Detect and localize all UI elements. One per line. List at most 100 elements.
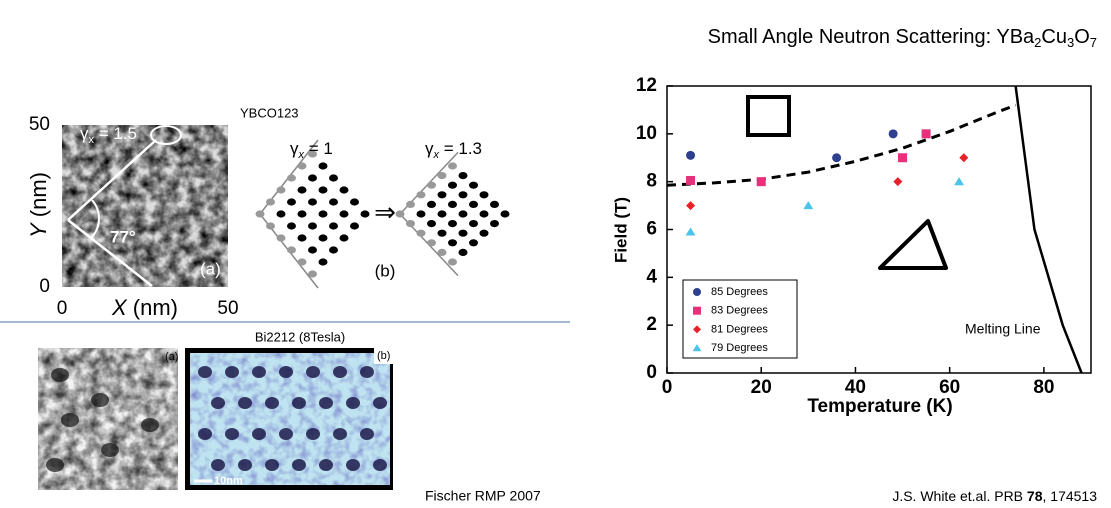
gamma: γ	[425, 139, 434, 158]
stm-gamma: γx = 1.5	[80, 124, 137, 145]
x-tick-label: 60	[939, 377, 960, 398]
vortex	[292, 397, 306, 409]
lattice-dot	[339, 186, 349, 194]
lattice-dot	[437, 210, 447, 218]
lattice-dot	[276, 210, 286, 218]
lattice-dot	[427, 239, 436, 247]
lattice-dot	[308, 198, 317, 206]
y-axis-title: Field (T)	[611, 197, 630, 263]
lattice-dot	[469, 200, 478, 208]
lattice-dot	[437, 229, 447, 237]
gamma-sub: x	[89, 134, 95, 146]
y-tick-label: 6	[646, 219, 657, 240]
credit-part: 78	[1027, 488, 1043, 504]
legend-marker	[692, 344, 702, 352]
point	[893, 177, 903, 187]
vortex	[360, 428, 374, 440]
lattice-dot	[416, 229, 426, 237]
lattice-dot	[266, 198, 275, 206]
legend-marker	[693, 325, 701, 334]
legend-label: 79 Degrees	[711, 342, 768, 354]
vortex	[306, 366, 320, 378]
lattice-dot	[448, 239, 457, 247]
lattice-label: γx = 1	[290, 139, 333, 160]
gamma-value: = 1.3	[439, 139, 482, 158]
vortex	[306, 428, 320, 440]
lattice-dot	[350, 222, 359, 230]
lattice-dot	[297, 210, 307, 218]
left-credit: Fischer RMP 2007	[425, 488, 541, 504]
point	[959, 153, 969, 163]
title-part: Small Angle Neutron Scattering: YBa	[708, 26, 1035, 48]
point	[686, 201, 696, 211]
vortex	[225, 428, 239, 440]
legend-label: 81 Degrees	[711, 323, 768, 335]
credit: J.S. White et.al. PRB 78, 174513	[892, 488, 1097, 504]
vortex	[238, 397, 252, 409]
vortex	[51, 368, 69, 382]
title-sub: 3	[1067, 35, 1074, 50]
vortex	[252, 366, 266, 378]
curve-label: Melting Line	[965, 321, 1041, 337]
x-tick-label: 0	[57, 298, 68, 319]
vortex	[279, 366, 293, 378]
lattice-dot	[448, 220, 457, 228]
axis-unit: (nm)	[127, 295, 178, 320]
gamma: γ	[80, 124, 89, 143]
x-tick-label: 20	[751, 377, 772, 398]
vortex	[265, 397, 279, 409]
vortex	[346, 459, 360, 471]
vortex	[101, 443, 119, 457]
gamma-sub: x	[433, 149, 440, 161]
lattice-dot	[329, 174, 338, 182]
lattice-dot	[297, 258, 307, 266]
lattice-dot	[490, 200, 499, 208]
lattice-dot	[427, 220, 436, 228]
legend-marker	[693, 288, 701, 296]
vortex	[91, 393, 109, 407]
vortex	[265, 459, 279, 471]
credit-part: , 174513	[1043, 488, 1098, 504]
lattice-dot	[458, 229, 468, 237]
lattice-diagrams	[255, 139, 510, 289]
lattice-dot	[490, 220, 499, 228]
y-tick-label: 10	[636, 123, 657, 144]
lattice-dot	[458, 210, 468, 218]
lattice-dot	[276, 186, 286, 194]
lattice-dot	[266, 222, 275, 230]
gamma-sub: x	[298, 149, 305, 161]
lattice-label: γx = 1.3	[425, 139, 482, 160]
title-sub: 7	[1090, 35, 1097, 50]
legend-label: 85 Degrees	[711, 286, 768, 298]
melting-line	[1014, 85, 1083, 374]
lattice-dot	[308, 150, 317, 158]
lattice-dot	[500, 210, 510, 218]
lattice-dot	[406, 200, 415, 208]
vortex	[333, 428, 347, 440]
lattice-dot	[318, 162, 328, 170]
vortex	[141, 418, 159, 432]
vortex	[333, 366, 347, 378]
angle-line	[67, 219, 153, 287]
vortex	[211, 397, 225, 409]
lattice-dot	[458, 191, 468, 199]
lattice-dot	[469, 181, 478, 189]
lattice-dot	[287, 222, 296, 230]
lattice-dot	[339, 210, 349, 218]
lattice-dot	[297, 186, 307, 194]
vortex	[279, 428, 293, 440]
y-tick-label: 4	[646, 266, 657, 287]
legend-marker	[693, 306, 701, 315]
panel-label: (b)	[377, 350, 390, 362]
bi-label: Bi2212 (8Tesla)	[255, 329, 345, 344]
lattice-dot	[297, 234, 307, 242]
stm-label: YBCO123	[240, 105, 299, 120]
vortex	[61, 413, 79, 427]
lattice-dot	[329, 246, 338, 254]
lattice-dot	[297, 162, 307, 170]
point	[888, 129, 898, 139]
lattice-dot	[448, 258, 457, 266]
lattice-dot	[339, 234, 349, 242]
vortex	[198, 366, 212, 378]
